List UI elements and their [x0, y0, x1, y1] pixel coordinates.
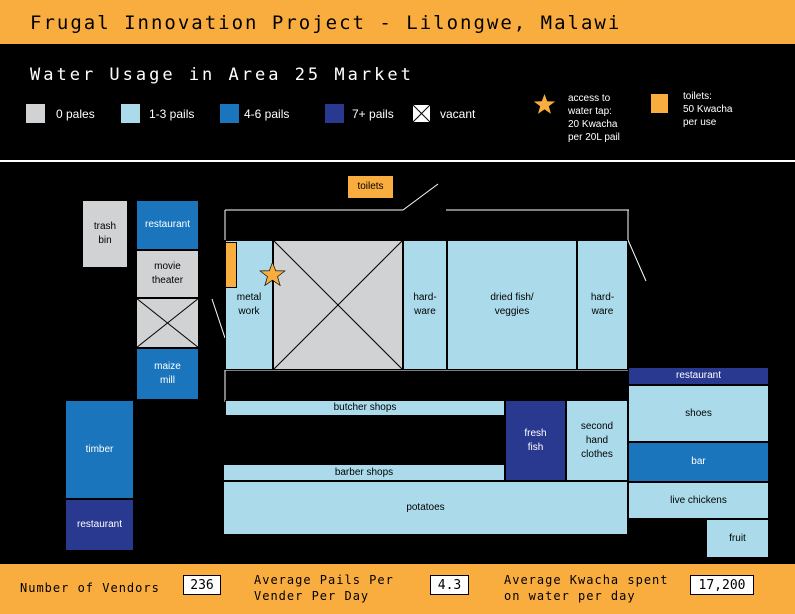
legend-label-vacant: vacant: [440, 107, 476, 121]
legend-swatch-4-6-pails: [220, 104, 239, 123]
legend-swatch-0-pails: [26, 104, 45, 123]
live-chickens: live chickens: [628, 482, 769, 519]
legend-label-4-6-pails: 4-6 pails: [244, 107, 290, 121]
legend-panel: Water Usage in Area 25 Market 0 pales 1-…: [0, 44, 795, 160]
star-icon: [532, 92, 557, 116]
timber: timber: [65, 400, 134, 499]
toilet-legend-swatch: [651, 94, 668, 113]
restaurant-northwest: restaurant: [136, 200, 199, 250]
restaurant-east: restaurant: [628, 367, 769, 385]
avg-kwacha-label: Average Kwacha spent on water per day: [504, 573, 669, 603]
maize-mill: maize mill: [136, 348, 199, 400]
market-map: toilets trash bin restaurant movie theat…: [0, 160, 795, 564]
legend-swatch-7-plus-pails: [325, 104, 344, 123]
page-title: Frugal Innovation Project - Lilongwe, Ma…: [30, 12, 622, 34]
hardware-stall-2: hard- ware: [577, 240, 628, 370]
legend-title: Water Usage in Area 25 Market: [30, 65, 414, 85]
vacant-stall: [136, 298, 199, 348]
water-tap-star-icon: [259, 261, 286, 287]
dried-fish-veggies: dried fish/ veggies: [447, 240, 577, 370]
shoes: shoes: [628, 385, 769, 442]
legend-label-7-plus-pails: 7+ pails: [352, 107, 394, 121]
movie-theater: movie theater: [136, 250, 199, 298]
potatoes: potatoes: [223, 481, 628, 535]
second-hand-clothes: second hand clothes: [566, 400, 628, 481]
vendor-count-value: 236: [183, 575, 221, 595]
avg-pails-label: Average Pails Per Vender Per Day: [254, 573, 394, 603]
bar: bar: [628, 442, 769, 482]
fresh-fish: fresh fish: [505, 400, 566, 481]
avg-kwacha-value: 17,200: [690, 575, 754, 595]
toilet-fee-note: toilets: 50 Kwacha per use: [683, 91, 733, 128]
vendor-count-label: Number of Vendors: [20, 581, 160, 595]
legend-swatch-1-3-pails: [121, 104, 140, 123]
vacant-central-lot: [273, 240, 403, 370]
water-tap-marker: [225, 242, 237, 288]
barber-shops: barber shops: [223, 464, 505, 481]
tap-access-note: access to water tap: 20 Kwacha per 20L p…: [568, 93, 620, 143]
fruit: fruit: [706, 519, 769, 558]
legend-label-0-pails: 0 pales: [56, 107, 95, 121]
legend-swatch-vacant: [412, 104, 431, 123]
toilets-block: toilets: [347, 175, 394, 199]
restaurant-southwest: restaurant: [65, 499, 134, 551]
hardware-stall-1: hard- ware: [403, 240, 447, 370]
avg-pails-value: 4.3: [430, 575, 469, 595]
title-bar: Frugal Innovation Project - Lilongwe, Ma…: [0, 0, 795, 44]
market-outline: [211, 183, 647, 402]
butcher-shops: butcher shops: [225, 400, 505, 416]
stats-bar: Number of Vendors 236 Average Pails Per …: [0, 564, 795, 614]
trash-bin: trash bin: [82, 200, 128, 268]
legend-label-1-3-pails: 1-3 pails: [149, 107, 195, 121]
